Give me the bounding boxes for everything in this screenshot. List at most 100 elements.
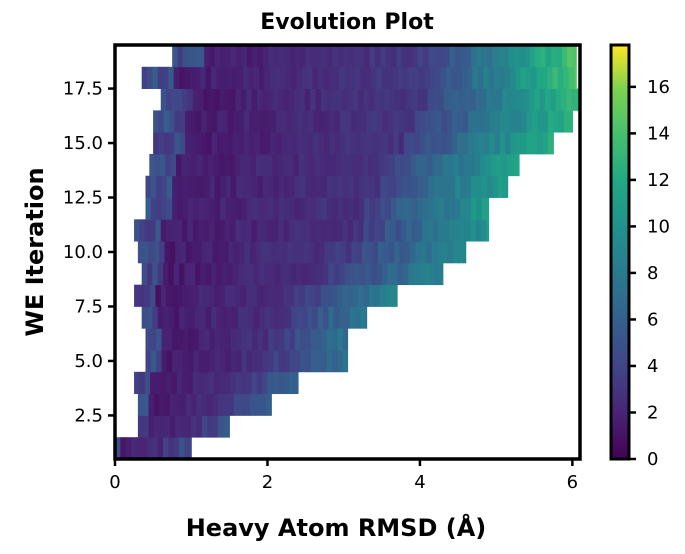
heatmap-cell: [303, 241, 310, 264]
heatmap-cell: [288, 219, 295, 242]
heatmap-cell: [473, 110, 480, 133]
heatmap-cell: [453, 153, 460, 177]
heatmap-cell: [157, 262, 164, 286]
heatmap-cell: [387, 66, 394, 89]
heatmap-cell: [168, 66, 175, 89]
heatmap-cell: [342, 284, 349, 307]
heatmap-cell: [456, 66, 463, 89]
heatmap-cell: [394, 153, 401, 177]
heatmap-cell: [310, 284, 317, 307]
heatmap-cell: [291, 66, 298, 89]
heatmap-cell: [278, 219, 285, 242]
heatmap-cell: [374, 284, 381, 307]
heatmap-cell: [238, 110, 245, 133]
heatmap-cell: [321, 328, 328, 351]
heatmap-cell: [286, 110, 293, 133]
heatmap-cell: [212, 415, 219, 438]
heatmap-cell: [424, 262, 431, 286]
heatmap-cell: [377, 241, 384, 264]
heatmap-cell: [182, 45, 189, 68]
heatmap-cell: [333, 66, 340, 89]
heatmap-cell: [233, 132, 240, 155]
heatmap-cell: [296, 306, 303, 329]
heatmap-cell: [412, 197, 419, 220]
y-tick-label: 12.5: [63, 188, 103, 209]
heatmap-cell: [331, 88, 338, 111]
heatmap-cell: [465, 197, 472, 220]
heatmap-cell: [499, 66, 506, 89]
heatmap-cell: [566, 88, 573, 111]
heatmap-cell: [404, 241, 411, 264]
heatmap-cell: [166, 219, 173, 242]
heatmap-cell: [393, 132, 400, 155]
heatmap-cell: [332, 197, 339, 220]
heatmap-cell: [182, 328, 189, 351]
heatmap-cell: [301, 306, 308, 329]
heatmap-cell: [203, 88, 210, 111]
heatmap-cell: [358, 197, 365, 220]
heatmap-cell: [269, 306, 276, 329]
heatmap-cell: [463, 241, 467, 264]
heatmap-cell: [152, 66, 159, 89]
heatmap-cell: [223, 241, 230, 264]
heatmap-cell: [172, 328, 179, 351]
heatmap-cell: [440, 262, 444, 286]
heatmap-cell: [448, 88, 455, 111]
heatmap-cell: [230, 350, 237, 373]
heatmap-cell: [403, 262, 410, 286]
heatmap-cell: [184, 262, 191, 286]
heatmap-cell: [262, 88, 269, 111]
heatmap-cell: [273, 350, 280, 373]
heatmap-cell: [191, 415, 198, 438]
heatmap-cell: [299, 88, 306, 111]
heatmap-cell: [393, 110, 400, 133]
heatmap-cell: [251, 219, 258, 242]
heatmap-cell: [422, 175, 429, 198]
heatmap-cell: [541, 66, 548, 89]
heatmap-cell: [211, 132, 218, 155]
heatmap-cell: [320, 219, 327, 242]
heatmap-cell: [324, 241, 331, 264]
heatmap-cell: [503, 45, 509, 68]
heatmap-cell: [229, 153, 236, 177]
heatmap-cell: [275, 262, 282, 286]
heatmap-cell: [222, 110, 229, 133]
heatmap-cell: [267, 284, 274, 307]
heatmap-cell: [363, 219, 370, 242]
heatmap-cell: [467, 110, 474, 133]
heatmap-cell: [414, 110, 421, 133]
heatmap-cell: [506, 153, 513, 177]
heatmap-cell: [440, 66, 447, 89]
heatmap-cell: [406, 175, 413, 198]
heatmap-cell: [470, 175, 477, 198]
heatmap-cell: [363, 284, 370, 307]
heatmap-cell: [452, 241, 459, 264]
heatmap-cell: [410, 153, 417, 177]
heatmap-cell: [195, 110, 202, 133]
heatmap-cell: [332, 350, 339, 373]
heatmap-cell: [241, 350, 248, 373]
heatmap-cell: [236, 175, 243, 198]
heatmap-cell: [188, 175, 195, 198]
heatmap-cell: [344, 262, 351, 286]
heatmap-cell: [150, 284, 157, 307]
heatmap-cell: [360, 306, 367, 329]
heatmap-cell: [478, 132, 485, 155]
heatmap-cell: [353, 197, 360, 220]
heatmap-cell: [553, 110, 560, 133]
heatmap-cell: [326, 350, 333, 373]
heatmap-cell: [449, 175, 456, 198]
heatmap-cell: [278, 88, 285, 111]
heatmap-cell: [256, 284, 263, 307]
heatmap-cell: [268, 197, 275, 220]
heatmap-cell: [283, 88, 290, 111]
heatmap-cell: [188, 328, 195, 351]
heatmap-cell: [164, 393, 171, 416]
heatmap-cell: [321, 175, 328, 198]
heatmap-cell: [244, 241, 251, 264]
heatmap-cell: [237, 66, 244, 89]
heatmap-cell: [326, 219, 333, 242]
heatmap-cell: [180, 241, 187, 264]
colorbar-tick-label: 2: [647, 402, 658, 423]
heatmap-cell: [310, 197, 317, 220]
